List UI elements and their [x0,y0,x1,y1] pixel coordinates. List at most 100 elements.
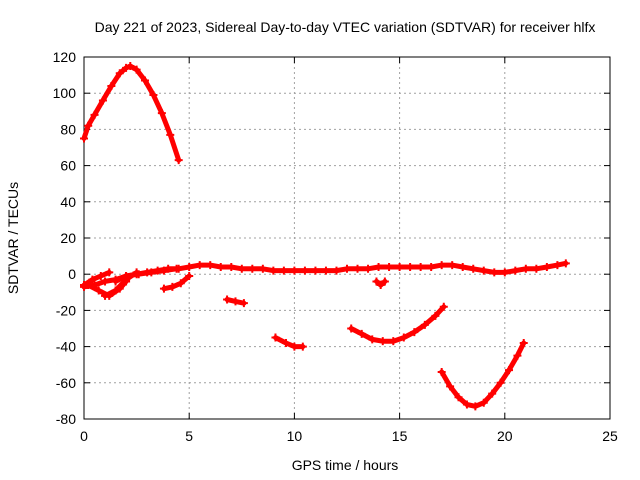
series-line [439,340,527,409]
data-point [505,366,514,375]
data-point [479,398,488,407]
data-point [448,261,457,270]
data-point [376,281,385,290]
y-tick-label: -40 [56,339,76,355]
data-point [126,62,135,71]
data-point [437,261,446,270]
data-point [248,264,257,273]
data-point [431,311,440,320]
data-point [281,338,290,347]
data-point [216,262,225,271]
data-point [389,337,398,346]
data-point [321,266,330,275]
data-point [343,264,351,273]
series-line [161,273,192,292]
data-point [378,337,387,346]
data-point [513,351,522,360]
data-point [174,156,183,165]
data-point [122,63,131,72]
data-point [395,262,404,271]
data-point [84,281,93,290]
data-point [519,338,528,347]
data-point [101,291,110,300]
data-point [368,335,377,344]
data-point [279,266,288,275]
series-arc-17-21h [437,338,528,411]
data-point [176,279,185,288]
data-point [372,277,381,286]
data-point [166,130,175,139]
data-point [458,262,467,271]
chart-title: Day 221 of 2023, Sidereal Day-to-day VTE… [95,19,596,35]
x-tick-label: 20 [497,428,513,444]
data-point [115,69,124,78]
data-point [521,264,530,273]
data-point [446,382,455,391]
data-point [111,286,120,295]
data-point [364,264,373,273]
data-point [80,134,88,143]
data-point [385,262,394,271]
y-tick-label: 120 [53,49,77,65]
y-tick-label: 0 [68,266,76,282]
data-point [439,302,448,311]
data-point [271,333,280,342]
series-baseline-main [80,259,570,291]
y-tick-label: 60 [60,158,76,174]
x-axis-label: GPS time / hours [292,457,399,473]
data-point [168,282,177,291]
data-point [185,262,194,271]
x-tick-label: 0 [80,428,88,444]
series-dip-4h [159,272,194,293]
data-point [195,261,204,270]
data-point [269,266,278,275]
data-point [332,266,341,275]
data-point [258,264,267,273]
data-point [542,262,551,271]
series-dip-9h [271,333,307,351]
y-tick-label: -80 [56,411,76,427]
data-point [420,320,429,329]
data-point [290,342,299,351]
data-point [122,272,131,281]
data-point [172,264,181,273]
data-point [416,262,425,271]
data-point [132,65,141,74]
y-tick-label: 40 [60,194,76,210]
data-point [553,261,562,270]
series-layer [80,62,570,411]
data-point [185,272,194,281]
data-point [500,268,509,277]
data-point [374,262,383,271]
data-point [105,268,114,277]
data-point [231,297,240,306]
series-baseline-early-d [111,264,181,286]
data-point [206,261,215,270]
data-point [479,266,488,275]
data-point [84,121,93,130]
data-point [147,268,156,277]
data-point [90,110,99,119]
data-point [134,270,143,279]
data-point [488,389,497,398]
data-point [159,284,168,293]
data-point [561,259,570,268]
data-point [157,109,166,118]
series-line [348,304,447,344]
data-point [239,299,248,308]
data-point [427,262,436,271]
data-point [107,81,116,90]
data-point [290,266,299,275]
y-tick-label: 20 [60,230,76,246]
data-point [471,402,480,411]
x-tick-label: 10 [287,428,303,444]
grid-lines [84,57,610,419]
data-point [490,268,499,277]
data-point [380,277,389,286]
x-axis-tick-labels: 0 5 10 15 20 25 [80,428,618,444]
y-tick-label: -20 [56,302,76,318]
data-point [357,329,366,338]
data-point [98,96,107,105]
data-point [94,286,103,295]
data-point [101,277,110,286]
